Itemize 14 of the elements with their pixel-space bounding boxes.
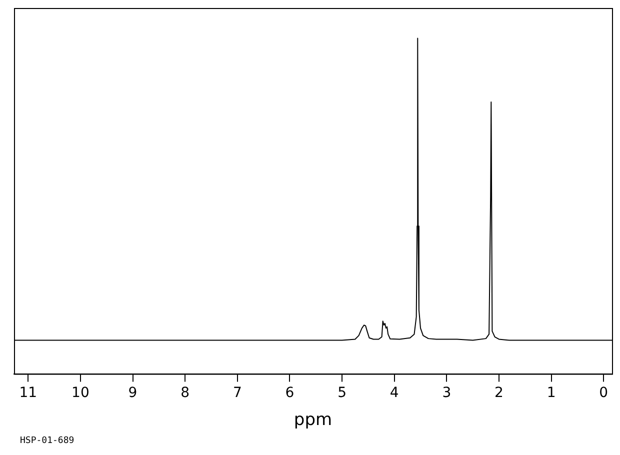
x-tick-label: 5	[338, 384, 346, 401]
x-tick-label: 0	[599, 384, 608, 401]
x-tick-label: 10	[72, 384, 90, 401]
x-tick-label: 8	[180, 384, 190, 401]
x-tick-label: 7	[232, 384, 242, 401]
x-tick-label: 1	[546, 384, 556, 401]
x-tick-label: 3	[442, 384, 452, 401]
x-axis-title: ppm	[294, 410, 332, 430]
x-tick-label: 2	[494, 384, 504, 401]
x-tick-label: 4	[390, 384, 399, 401]
text: HSP-01-689	[20, 436, 74, 446]
x-tick-label: 6	[285, 384, 294, 401]
x-tick-label: 11	[19, 384, 38, 401]
x-tick-label: 9	[128, 384, 138, 401]
